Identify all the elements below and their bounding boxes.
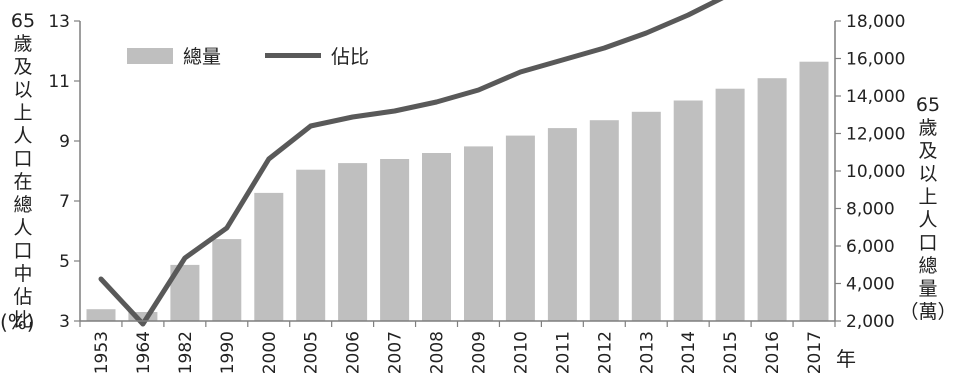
left-tick-label: 7 [59,192,70,212]
x-axis-label: 年 [836,347,856,371]
axis-label-char: 及 [13,56,33,78]
bar-2007 [380,159,410,321]
axis-label-char: 上 [13,102,33,124]
legend-label-share: 佔比 [331,46,370,68]
left-tick-label: 11 [48,72,70,92]
bar-2014 [673,100,703,321]
right-tick-label: 8,000 [846,200,895,220]
axis-label-char: 口 [13,148,33,170]
right-tick-label: 18,000 [846,12,905,32]
axis-label-char: 總 [13,194,33,216]
left-axis-label: 65 歲及以上人口在總人口中佔比 [4,10,42,332]
axis-label-char: 以 [13,79,33,101]
bar-2012 [589,120,619,321]
bar-2009 [464,146,493,321]
axis-label-char: 人 [13,125,33,147]
left-axis-ticks: 13 11 9 7 5 3 [48,12,80,332]
bar-2000 [254,192,284,321]
axis-label-char: 歲 [13,33,33,55]
bar-2006 [338,163,368,321]
category-label-2015: 2015 [721,331,741,374]
axis-label-char: 歲 [918,117,938,139]
axis-label-char: 65 [915,94,941,116]
bar-2008 [422,153,451,321]
bar-2016 [757,78,787,321]
left-tick-label: 9 [59,132,70,152]
category-label-2005: 2005 [302,331,322,374]
category-label-2000: 2000 [260,331,280,374]
bar-2005 [296,169,326,321]
right-tick-label: 10,000 [846,162,905,182]
right-tick-label: 2,000 [846,312,895,332]
axis-label-char: 上 [918,186,938,208]
category-label-2012: 2012 [595,331,615,374]
right-tick-label: 14,000 [846,87,905,107]
bar-1953 [86,309,116,321]
bar-2010 [505,135,535,321]
bar-2015 [715,88,745,321]
bar-1964 [128,312,158,321]
axis-label-char: 比 [13,309,33,331]
category-label-1953: 1953 [92,331,112,374]
axes [79,21,836,327]
axis-label-char: 以 [918,163,938,185]
axis-label-char: 及 [918,140,938,162]
right-tick-label: 6,000 [846,237,895,257]
bar-1990 [212,239,242,321]
category-label-2011: 2011 [553,331,573,374]
left-axis-unit: (%) [0,310,35,334]
axis-label-char: 量 [918,278,938,300]
right-axis-ticks: 18,000 16,000 14,000 12,000 10,000 8,000 6,000… [835,12,905,332]
axis-label-char: 佔 [13,286,33,308]
left-tick-label: 5 [59,252,70,272]
legend-swatch-share [265,53,322,58]
axis-label-char: 人 [918,209,938,231]
right-axis-label: 65 歲及以上人口總量（萬） [900,94,956,324]
category-label-2009: 2009 [469,331,489,374]
bar-2013 [631,111,661,322]
category-label-2017: 2017 [805,331,825,374]
category-label-2007: 2007 [386,331,406,374]
axis-label-char: 人 [13,217,33,239]
right-tick-label: 4,000 [846,275,895,295]
bar-series-total [86,61,829,322]
legend: 總量 佔比 [127,42,369,69]
category-label-2006: 2006 [344,331,364,374]
x-axis-categories: 1953 1964 1982 1990 2000 2005 2006 2007 2008 2009… [92,331,825,374]
category-label-2008: 2008 [428,331,448,374]
axis-label-char: 65 [10,10,36,32]
category-label-2010: 2010 [511,331,531,374]
category-label-2014: 2014 [679,331,699,374]
axis-label-char: 中 [13,263,33,285]
left-tick-label: 3 [59,312,70,332]
axis-label-char: 口 [13,240,33,262]
line-series-share [98,0,724,327]
bar-2011 [547,128,577,321]
legend-label-total: 總量 [183,46,222,68]
category-label-1990: 1990 [218,331,238,374]
category-label-1964: 1964 [134,331,154,374]
right-tick-label: 16,000 [846,50,905,70]
share-line [98,0,724,327]
bar-2017 [799,61,829,321]
legend-swatch-total [127,47,173,64]
left-tick-label: 13 [48,12,70,32]
axis-label-char: 在 [13,171,33,193]
category-label-1982: 1982 [176,331,196,374]
axis-label-char: 口 [918,232,938,254]
category-label-2013: 2013 [637,331,657,374]
axis-label-char: （萬） [899,301,956,323]
right-tick-label: 12,000 [846,125,905,145]
category-label-2016: 2016 [763,331,783,374]
axis-label-char: 總 [918,255,938,277]
